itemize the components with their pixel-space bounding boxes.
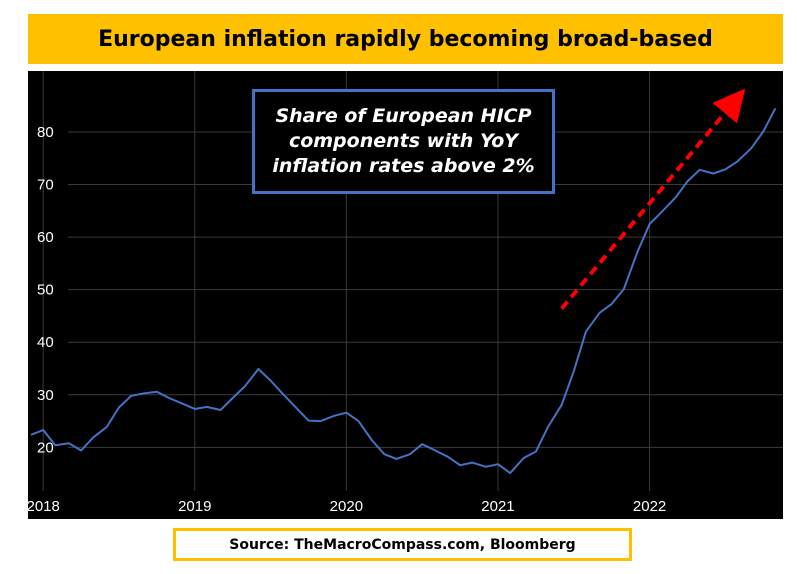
y-tick-label: 20 <box>37 439 54 456</box>
y-tick-label: 30 <box>37 387 54 404</box>
trend-arrow <box>560 88 746 310</box>
x-tick-label: 2020 <box>330 498 363 515</box>
title-banner: European inflation rapidly becoming broa… <box>28 14 783 64</box>
y-tick-label: 80 <box>37 124 54 141</box>
annotation-line-3: inflation rates above 2% <box>272 155 535 177</box>
x-tick-label: 2022 <box>633 498 666 515</box>
y-tick-label: 40 <box>37 334 54 351</box>
x-tick-label: 2021 <box>481 498 514 515</box>
series-line <box>30 107 777 475</box>
chart-title: European inflation rapidly becoming broa… <box>98 26 713 52</box>
x-tick-label: 2018 <box>28 498 60 515</box>
source-text: Source: TheMacroCompass.com, Bloomberg <box>229 536 576 553</box>
x-tick-label: 2019 <box>178 498 211 515</box>
line-chart: 20 30 40 50 60 70 80 2018 2019 2020 2021 2022 <box>28 71 783 515</box>
y-tick-label: 50 <box>37 282 54 299</box>
annotation-box: Share of European HICP components with Y… <box>252 89 555 194</box>
annotation-line-1: Share of European HICP <box>275 105 532 127</box>
y-tick-label: 60 <box>37 229 54 246</box>
source-box: Source: TheMacroCompass.com, Bloomberg <box>173 528 632 561</box>
annotation-line-2: components with YoY <box>288 130 519 152</box>
y-tick-label: 70 <box>37 177 54 194</box>
